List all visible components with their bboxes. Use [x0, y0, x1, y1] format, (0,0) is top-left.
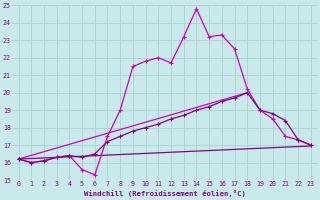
- X-axis label: Windchill (Refroidissement éolien,°C): Windchill (Refroidissement éolien,°C): [84, 190, 246, 197]
